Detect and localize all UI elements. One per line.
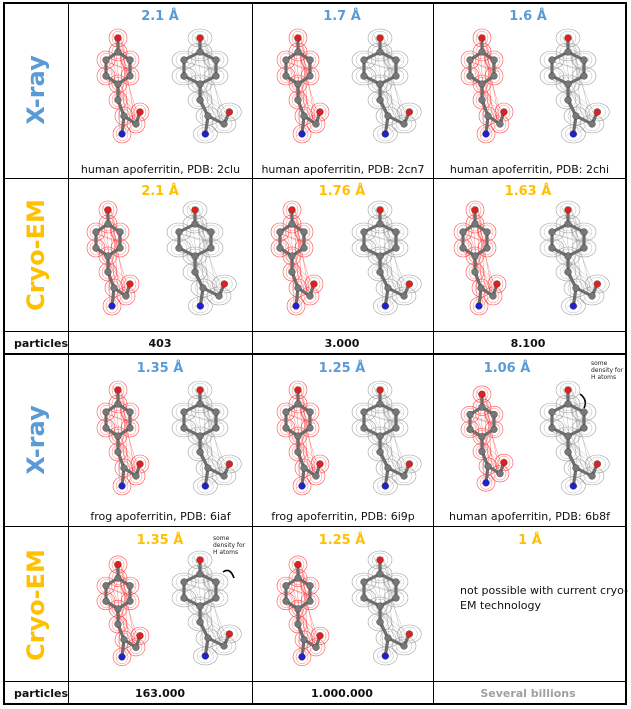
structure-caption: human apoferritin, PDB: 2clu	[80, 163, 241, 176]
grey-tyrosine-density	[351, 28, 422, 144]
outer-border-top	[3, 2, 627, 4]
red-tyrosine-model	[460, 28, 514, 144]
divider-row2	[3, 331, 627, 332]
red-tyrosine-model	[453, 200, 507, 316]
outer-border-bottom	[3, 703, 627, 705]
particle-count: Several billions	[480, 687, 576, 700]
grey-tyrosine-density	[351, 550, 422, 666]
row-label-xray-bottom: X-ray	[22, 405, 50, 475]
resolution-label: 1.76 Å	[318, 184, 366, 199]
structure-caption: frog apoferritin, PDB: 6i9p	[271, 510, 415, 523]
resolution-label: 1.06 Å	[483, 361, 531, 376]
resolution-label: 1.63 Å	[504, 184, 552, 199]
grey-tyrosine-density	[171, 550, 242, 666]
particle-count: 163.000	[134, 687, 186, 700]
not-possible-text: not possible with current cryo-EM techno…	[460, 584, 629, 612]
red-tyrosine-model	[96, 380, 150, 496]
red-tyrosine-model	[96, 28, 150, 144]
grey-tyrosine-density	[539, 28, 610, 144]
row-label-xray-top: X-ray	[22, 55, 50, 125]
grey-tyrosine-density	[171, 380, 242, 496]
red-tyrosine-model	[96, 555, 150, 666]
grey-tyrosine-density	[539, 380, 610, 496]
red-tyrosine-model	[276, 380, 330, 496]
structure-caption: human apoferritin, PDB: 6b8f	[449, 510, 610, 523]
resolution-label: 1.6 Å	[509, 9, 547, 24]
grey-tyrosine-density	[351, 380, 422, 496]
particle-count: 403	[148, 337, 172, 350]
grey-tyrosine-density	[166, 200, 237, 316]
row-label-cryoem-top: Cryo-EM	[22, 199, 50, 311]
particle-count: 1.000.000	[311, 687, 373, 700]
h-atom-density-note: some density for H atoms	[591, 360, 624, 381]
row-label-particles-top: particles	[14, 337, 69, 350]
divider-row5	[3, 681, 627, 682]
grey-tyrosine-density	[351, 200, 422, 316]
row-label-particles-bottom: particles	[14, 687, 69, 700]
resolution-label: 1 Å	[518, 533, 542, 548]
red-tyrosine-model	[460, 385, 514, 492]
particle-count: 8.100	[510, 337, 546, 350]
red-tyrosine-model	[276, 28, 330, 144]
grey-tyrosine-density	[539, 200, 610, 316]
grey-tyrosine-density	[171, 28, 242, 144]
resolution-label: 1.25 Å	[318, 361, 366, 376]
structure-caption: human apoferritin, PDB: 2cn7	[261, 163, 425, 176]
red-tyrosine-model	[270, 200, 324, 316]
resolution-label: 1.25 Å	[318, 533, 366, 548]
h-atom-density-note: some density for H atoms	[213, 535, 246, 556]
resolution-label: 1.35 Å	[136, 361, 184, 376]
resolution-label: 1.35 Å	[136, 533, 184, 548]
structure-caption: frog apoferritin, PDB: 6iaf	[90, 510, 231, 523]
divider-section	[3, 353, 627, 355]
structure-caption: human apoferritin, PDB: 2chi	[449, 163, 610, 176]
resolution-label: 1.7 Å	[323, 9, 361, 24]
resolution-label: 2.1 Å	[141, 9, 179, 24]
h-atom-arc-marker	[579, 393, 587, 409]
resolution-label: 2.1 Å	[141, 184, 179, 199]
particle-count: 3.000	[324, 337, 360, 350]
divider-row1	[3, 178, 627, 179]
red-tyrosine-model	[86, 200, 140, 316]
h-atom-arc-marker	[222, 569, 235, 579]
red-tyrosine-model	[276, 555, 330, 666]
divider-row4	[3, 526, 627, 527]
row-label-cryoem-bottom: Cryo-EM	[22, 549, 50, 661]
